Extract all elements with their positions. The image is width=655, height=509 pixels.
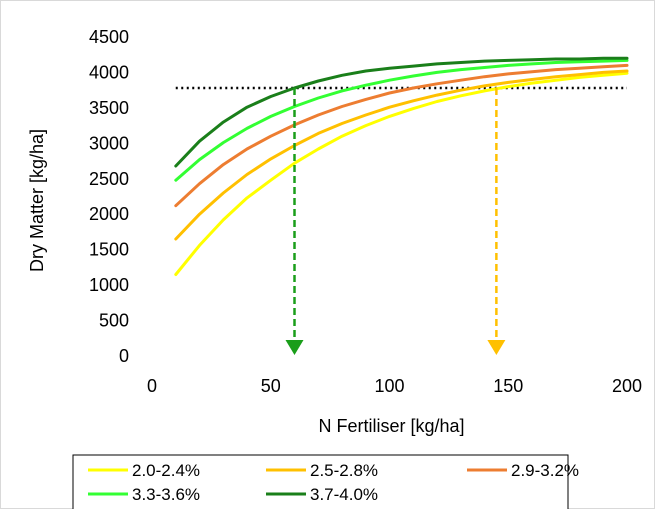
y-axis-title: Dry Matter [kg/ha]	[27, 129, 47, 272]
y-tick-label: 500	[99, 311, 129, 331]
legend-label-4: 3.3-3.6%	[132, 485, 200, 504]
series-line-4	[174, 58, 629, 182]
series-line-2	[174, 69, 629, 241]
y-tick-label: 3500	[89, 98, 129, 118]
legend-label-2: 2.5-2.8%	[310, 461, 378, 480]
x-tick-label: 0	[147, 376, 157, 396]
y-tick-label: 2500	[89, 169, 129, 189]
legend-label-1: 2.0-2.4%	[132, 461, 200, 480]
series-line-5	[174, 56, 629, 168]
arrow-head-2	[487, 340, 506, 355]
series-line-3	[174, 63, 629, 208]
x-axis-title: N Fertiliser [kg/ha]	[318, 416, 464, 436]
legend-label-3: 2.9-3.2%	[511, 461, 579, 480]
x-tick-label: 200	[612, 376, 642, 396]
legend-label-5: 3.7-4.0%	[310, 485, 378, 504]
x-tick-label: 100	[374, 376, 404, 396]
y-tick-label: 4000	[89, 62, 129, 82]
y-tick-label: 0	[119, 346, 129, 366]
x-tick-label: 50	[261, 376, 281, 396]
y-tick-label: 4500	[89, 27, 129, 47]
plot-area: 0 500 1000 1500 2000 2500 3000 3500 4000 4500 0 50 1…	[89, 27, 642, 396]
y-tick-label: 3000	[89, 133, 129, 153]
y-tick-label: 2000	[89, 204, 129, 224]
legend-box	[72, 454, 569, 509]
legend: 2.0-2.4% 2.5-2.8% 2.9-3.2% 3.3-3.6% 3.7-4.0%	[72, 454, 579, 509]
y-tick-label: 1000	[89, 275, 129, 295]
arrow-head-1	[285, 340, 304, 355]
x-tick-label: 150	[493, 376, 523, 396]
y-tick-label: 1500	[89, 240, 129, 260]
series-line-1	[174, 71, 629, 276]
